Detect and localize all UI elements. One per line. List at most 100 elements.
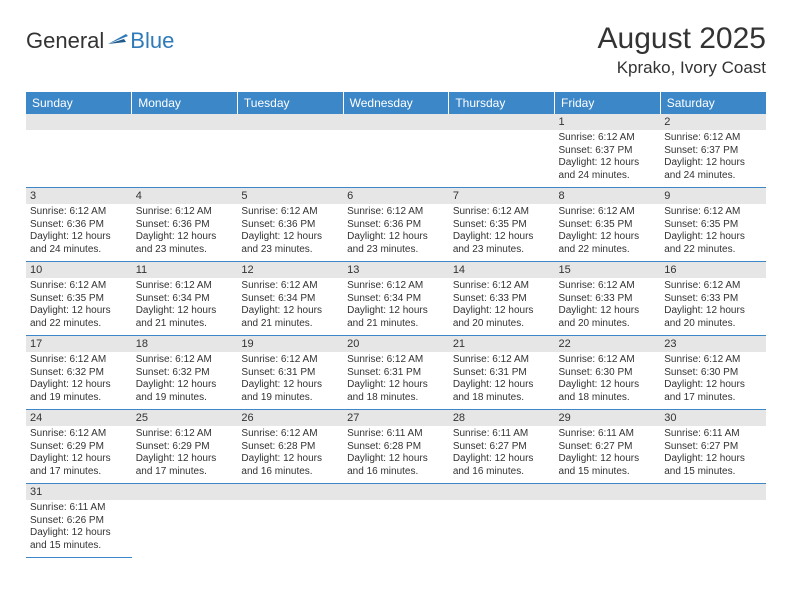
sunset-text: Sunset: 6:30 PM [559, 367, 657, 380]
day-cell-body: Sunrise: 6:11 AMSunset: 6:27 PMDaylight:… [660, 426, 766, 483]
day-number: 19 [237, 336, 343, 352]
sunrise-text: Sunrise: 6:12 AM [559, 354, 657, 367]
daynum-cell: 15 [555, 262, 661, 279]
day1-text: Daylight: 12 hours [664, 379, 762, 392]
day-number: 1 [555, 114, 661, 130]
day2-text: and 18 minutes. [453, 392, 551, 405]
day-cell: Sunrise: 6:12 AMSunset: 6:35 PMDaylight:… [660, 204, 766, 262]
day-cell-body: Sunrise: 6:12 AMSunset: 6:33 PMDaylight:… [660, 278, 766, 335]
daynum-row: 31 [26, 484, 766, 501]
day1-text: Daylight: 12 hours [453, 453, 551, 466]
daynum-cell: 23 [660, 336, 766, 353]
sunrise-text: Sunrise: 6:12 AM [30, 428, 128, 441]
day2-text: and 22 minutes. [664, 244, 762, 257]
day-cell-body: Sunrise: 6:12 AMSunset: 6:30 PMDaylight:… [660, 352, 766, 409]
day-header: Friday [555, 92, 661, 114]
day2-text: and 17 minutes. [30, 466, 128, 479]
daynum-cell: 5 [237, 188, 343, 205]
sunset-text: Sunset: 6:29 PM [30, 441, 128, 454]
day-cell-body: Sunrise: 6:12 AMSunset: 6:31 PMDaylight:… [343, 352, 449, 409]
day-cell: Sunrise: 6:12 AMSunset: 6:33 PMDaylight:… [555, 278, 661, 336]
day-cell-body [343, 130, 449, 182]
day-cell: Sunrise: 6:11 AMSunset: 6:27 PMDaylight:… [660, 426, 766, 484]
day1-text: Daylight: 12 hours [241, 453, 339, 466]
daynum-cell: 6 [343, 188, 449, 205]
day-cell-body [237, 500, 343, 552]
day-cell [237, 130, 343, 188]
daynum-cell: 7 [449, 188, 555, 205]
day-cell-body: Sunrise: 6:12 AMSunset: 6:33 PMDaylight:… [449, 278, 555, 335]
sunrise-text: Sunrise: 6:12 AM [664, 206, 762, 219]
day2-text: and 22 minutes. [559, 244, 657, 257]
daynum-cell: 9 [660, 188, 766, 205]
daynum-cell: 31 [26, 484, 132, 501]
day-number: 23 [660, 336, 766, 352]
day2-text: and 16 minutes. [241, 466, 339, 479]
day-cell: Sunrise: 6:11 AMSunset: 6:27 PMDaylight:… [449, 426, 555, 484]
day2-text: and 19 minutes. [136, 392, 234, 405]
week-row: Sunrise: 6:12 AMSunset: 6:36 PMDaylight:… [26, 204, 766, 262]
day1-text: Daylight: 12 hours [664, 305, 762, 318]
day1-text: Daylight: 12 hours [347, 379, 445, 392]
day1-text: Daylight: 12 hours [559, 453, 657, 466]
day-cell [343, 500, 449, 558]
sunrise-text: Sunrise: 6:12 AM [559, 280, 657, 293]
day-cell-body: Sunrise: 6:12 AMSunset: 6:31 PMDaylight:… [237, 352, 343, 409]
day-cell-body: Sunrise: 6:11 AMSunset: 6:26 PMDaylight:… [26, 500, 132, 557]
sunset-text: Sunset: 6:36 PM [136, 219, 234, 232]
day-number: 17 [26, 336, 132, 352]
day-cell-body: Sunrise: 6:12 AMSunset: 6:36 PMDaylight:… [237, 204, 343, 261]
day-cell: Sunrise: 6:12 AMSunset: 6:30 PMDaylight:… [555, 352, 661, 410]
daynum-cell: 11 [132, 262, 238, 279]
day2-text: and 15 minutes. [30, 540, 128, 553]
day2-text: and 23 minutes. [241, 244, 339, 257]
sunrise-text: Sunrise: 6:12 AM [664, 132, 762, 145]
day1-text: Daylight: 12 hours [136, 231, 234, 244]
day1-text: Daylight: 12 hours [453, 305, 551, 318]
sunset-text: Sunset: 6:36 PM [347, 219, 445, 232]
day-cell [132, 500, 238, 558]
daynum-cell: 28 [449, 410, 555, 427]
day-cell: Sunrise: 6:12 AMSunset: 6:37 PMDaylight:… [660, 130, 766, 188]
day2-text: and 16 minutes. [347, 466, 445, 479]
daynum-row: 3456789 [26, 188, 766, 205]
calendar-table: Sunday Monday Tuesday Wednesday Thursday… [26, 92, 766, 558]
day1-text: Daylight: 12 hours [136, 305, 234, 318]
sunset-text: Sunset: 6:36 PM [30, 219, 128, 232]
daynum-row: 17181920212223 [26, 336, 766, 353]
daynum-cell: 3 [26, 188, 132, 205]
sunset-text: Sunset: 6:37 PM [664, 145, 762, 158]
day-cell-body: Sunrise: 6:12 AMSunset: 6:30 PMDaylight:… [555, 352, 661, 409]
day2-text: and 15 minutes. [664, 466, 762, 479]
day-cell-body [132, 130, 238, 182]
day2-text: and 20 minutes. [664, 318, 762, 331]
day-cell: Sunrise: 6:12 AMSunset: 6:35 PMDaylight:… [449, 204, 555, 262]
sunrise-text: Sunrise: 6:11 AM [559, 428, 657, 441]
daynum-cell: 8 [555, 188, 661, 205]
day-cell [132, 130, 238, 188]
daynum-row: 10111213141516 [26, 262, 766, 279]
day-cell-body: Sunrise: 6:12 AMSunset: 6:31 PMDaylight:… [449, 352, 555, 409]
day-number: 20 [343, 336, 449, 352]
sunset-text: Sunset: 6:35 PM [664, 219, 762, 232]
day-cell: Sunrise: 6:12 AMSunset: 6:34 PMDaylight:… [343, 278, 449, 336]
day-cell-body [449, 130, 555, 182]
daynum-cell [343, 484, 449, 501]
daynum-cell: 2 [660, 114, 766, 130]
day1-text: Daylight: 12 hours [136, 379, 234, 392]
sunrise-text: Sunrise: 6:12 AM [241, 280, 339, 293]
day-cell-body: Sunrise: 6:12 AMSunset: 6:33 PMDaylight:… [555, 278, 661, 335]
day1-text: Daylight: 12 hours [664, 453, 762, 466]
daynum-cell [449, 484, 555, 501]
sunrise-text: Sunrise: 6:11 AM [347, 428, 445, 441]
sunrise-text: Sunrise: 6:12 AM [136, 206, 234, 219]
daynum-cell [449, 114, 555, 130]
day1-text: Daylight: 12 hours [347, 453, 445, 466]
day-header: Thursday [449, 92, 555, 114]
logo-flag-icon [106, 29, 130, 47]
day-cell: Sunrise: 6:12 AMSunset: 6:30 PMDaylight:… [660, 352, 766, 410]
daynum-cell: 17 [26, 336, 132, 353]
day2-text: and 19 minutes. [30, 392, 128, 405]
day-cell: Sunrise: 6:12 AMSunset: 6:29 PMDaylight:… [26, 426, 132, 484]
day2-text: and 22 minutes. [30, 318, 128, 331]
